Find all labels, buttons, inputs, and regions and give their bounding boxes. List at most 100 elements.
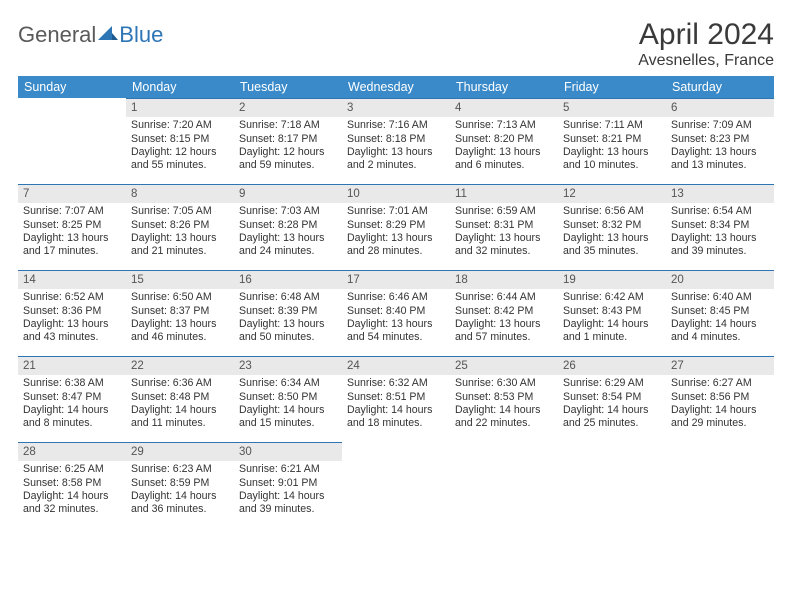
daylight-text: Daylight: 13 hours and 17 minutes. (22, 232, 122, 258)
daylight-text: Daylight: 14 hours and 25 minutes. (562, 404, 662, 430)
sunset-text: Sunset: 8:23 PM (670, 133, 770, 146)
sunset-text: Sunset: 8:15 PM (130, 133, 230, 146)
calendar-day-cell: 3Sunrise: 7:16 AMSunset: 8:18 PMDaylight… (342, 98, 450, 184)
calendar-day-cell (666, 442, 774, 528)
calendar-week-row: 1Sunrise: 7:20 AMSunset: 8:15 PMDaylight… (18, 98, 774, 184)
sunset-text: Sunset: 8:54 PM (562, 391, 662, 404)
weekday-header-row: Sunday Monday Tuesday Wednesday Thursday… (18, 76, 774, 98)
day-number: 23 (234, 356, 342, 375)
calendar-day-cell (450, 442, 558, 528)
sunrise-text: Sunrise: 6:32 AM (346, 377, 446, 390)
daylight-text: Daylight: 14 hours and 8 minutes. (22, 404, 122, 430)
page-title: April 2024 (638, 18, 774, 52)
day-number: 13 (666, 184, 774, 203)
daylight-text: Daylight: 14 hours and 32 minutes. (22, 490, 122, 516)
daylight-text: Daylight: 13 hours and 43 minutes. (22, 318, 122, 344)
sunset-text: Sunset: 8:42 PM (454, 305, 554, 318)
sunrise-text: Sunrise: 6:25 AM (22, 463, 122, 476)
sunrise-text: Sunrise: 7:13 AM (454, 119, 554, 132)
calendar-week-row: 21Sunrise: 6:38 AMSunset: 8:47 PMDayligh… (18, 356, 774, 442)
sunrise-text: Sunrise: 6:21 AM (238, 463, 338, 476)
calendar-week-row: 7Sunrise: 7:07 AMSunset: 8:25 PMDaylight… (18, 184, 774, 270)
calendar-day-cell: 19Sunrise: 6:42 AMSunset: 8:43 PMDayligh… (558, 270, 666, 356)
daylight-text: Daylight: 13 hours and 21 minutes. (130, 232, 230, 258)
calendar-day-cell: 4Sunrise: 7:13 AMSunset: 8:20 PMDaylight… (450, 98, 558, 184)
sail-icon (98, 22, 118, 48)
calendar-day-cell: 30 Sunrise: 6:21 AMSunset: 9:01 PMDayligh… (234, 442, 342, 528)
calendar-day-cell: 28Sunrise: 6:25 AMSunset: 8:58 PMDayligh… (18, 442, 126, 528)
weekday-header: Friday (558, 76, 666, 98)
daylight-text: Daylight: 13 hours and 32 minutes. (454, 232, 554, 258)
daylight-text: Daylight: 14 hours and 22 minutes. (454, 404, 554, 430)
sunset-text: Sunset: 9:01 PM (238, 477, 338, 490)
sunrise-text: Sunrise: 6:44 AM (454, 291, 554, 304)
daylight-text: Daylight: 14 hours and 18 minutes. (346, 404, 446, 430)
sunrise-text: Sunrise: 7:07 AM (22, 205, 122, 218)
calendar-day-cell: 23 Sunrise: 6:34 AMSunset: 8:50 PMDayligh… (234, 356, 342, 442)
daylight-text: Daylight: 13 hours and 50 minutes. (238, 318, 338, 344)
daylight-text: Daylight: 14 hours and 15 minutes. (238, 404, 338, 430)
sunset-text: Sunset: 8:32 PM (562, 219, 662, 232)
calendar-day-cell: 13Sunrise: 6:54 AMSunset: 8:34 PMDayligh… (666, 184, 774, 270)
sunset-text: Sunset: 8:25 PM (22, 219, 122, 232)
sunrise-text: Sunrise: 6:59 AM (454, 205, 554, 218)
sunset-text: Sunset: 8:50 PM (238, 391, 338, 404)
sunrise-text: Sunrise: 6:52 AM (22, 291, 122, 304)
sunset-text: Sunset: 8:39 PM (238, 305, 338, 318)
sunset-text: Sunset: 8:21 PM (562, 133, 662, 146)
sunrise-text: Sunrise: 7:20 AM (130, 119, 230, 132)
calendar-week-row: 28Sunrise: 6:25 AMSunset: 8:58 PMDayligh… (18, 442, 774, 528)
day-number: 3 (342, 98, 450, 117)
day-number: 7 (18, 184, 126, 203)
weekday-header: Wednesday (342, 76, 450, 98)
sunrise-text: Sunrise: 6:50 AM (130, 291, 230, 304)
day-number: 19 (558, 270, 666, 289)
calendar-day-cell: 29Sunrise: 6:23 AMSunset: 8:59 PMDayligh… (126, 442, 234, 528)
sunset-text: Sunset: 8:43 PM (562, 305, 662, 318)
sunrise-text: Sunrise: 6:30 AM (454, 377, 554, 390)
daylight-text: Daylight: 13 hours and 28 minutes. (346, 232, 446, 258)
daylight-text: Daylight: 14 hours and 11 minutes. (130, 404, 230, 430)
day-number: 28 (18, 442, 126, 461)
calendar-day-cell: 24 Sunrise: 6:32 AMSunset: 8:51 PMDayligh… (342, 356, 450, 442)
sunset-text: Sunset: 8:53 PM (454, 391, 554, 404)
sunrise-text: Sunrise: 7:18 AM (238, 119, 338, 132)
calendar-day-cell: 17Sunrise: 6:46 AMSunset: 8:40 PMDayligh… (342, 270, 450, 356)
sunset-text: Sunset: 8:31 PM (454, 219, 554, 232)
sunset-text: Sunset: 8:48 PM (130, 391, 230, 404)
daylight-text: Daylight: 13 hours and 39 minutes. (670, 232, 770, 258)
sunrise-text: Sunrise: 7:01 AM (346, 205, 446, 218)
sunset-text: Sunset: 8:29 PM (346, 219, 446, 232)
sunset-text: Sunset: 8:45 PM (670, 305, 770, 318)
calendar-day-cell: 15Sunrise: 6:50 AMSunset: 8:37 PMDayligh… (126, 270, 234, 356)
weekday-header: Sunday (18, 76, 126, 98)
calendar-day-cell: 21Sunrise: 6:38 AMSunset: 8:47 PMDayligh… (18, 356, 126, 442)
sunrise-text: Sunrise: 6:36 AM (130, 377, 230, 390)
calendar-day-cell (342, 442, 450, 528)
day-number: 25 (450, 356, 558, 375)
sunrise-text: Sunrise: 6:34 AM (238, 377, 338, 390)
header: General Blue April 2024 Avesnelles, Fran… (18, 18, 774, 70)
sunset-text: Sunset: 8:37 PM (130, 305, 230, 318)
sunrise-text: Sunrise: 6:40 AM (670, 291, 770, 304)
sunset-text: Sunset: 8:47 PM (22, 391, 122, 404)
sunset-text: Sunset: 8:56 PM (670, 391, 770, 404)
calendar-day-cell (558, 442, 666, 528)
calendar-day-cell: 5Sunrise: 7:11 AMSunset: 8:21 PMDaylight… (558, 98, 666, 184)
calendar-day-cell: 25 Sunrise: 6:30 AMSunset: 8:53 PMDayligh… (450, 356, 558, 442)
calendar-day-cell: 7 Sunrise: 7:07 AMSunset: 8:25 PMDaylight… (18, 184, 126, 270)
sunrise-text: Sunrise: 6:38 AM (22, 377, 122, 390)
day-number: 14 (18, 270, 126, 289)
title-block: April 2024 Avesnelles, France (638, 18, 774, 70)
weekday-header: Thursday (450, 76, 558, 98)
day-number: 9 (234, 184, 342, 203)
sunrise-text: Sunrise: 7:03 AM (238, 205, 338, 218)
day-number: 30 (234, 442, 342, 461)
sunset-text: Sunset: 8:28 PM (238, 219, 338, 232)
sunset-text: Sunset: 8:51 PM (346, 391, 446, 404)
day-number: 24 (342, 356, 450, 375)
logo-text-part1: General (18, 22, 96, 48)
calendar-day-cell: 1Sunrise: 7:20 AMSunset: 8:15 PMDaylight… (126, 98, 234, 184)
daylight-text: Daylight: 14 hours and 39 minutes. (238, 490, 338, 516)
calendar-day-cell: 14Sunrise: 6:52 AMSunset: 8:36 PMDayligh… (18, 270, 126, 356)
